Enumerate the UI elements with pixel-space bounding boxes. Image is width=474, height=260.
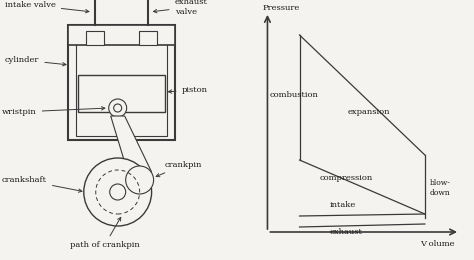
Bar [138, 31, 156, 45]
Text: intake valve: intake valve [5, 1, 89, 13]
Text: wristpin: wristpin [2, 107, 105, 116]
Text: Pressure: Pressure [263, 4, 300, 12]
Text: V olume: V olume [420, 240, 455, 248]
Text: blow-
down: blow- down [430, 179, 451, 197]
Text: expansion: expansion [347, 108, 390, 116]
Circle shape [114, 104, 122, 112]
Bar [68, 25, 174, 140]
Text: intake: intake [329, 201, 356, 209]
Circle shape [109, 184, 126, 200]
Text: exhaust: exhaust [329, 228, 363, 236]
Text: path of crankpin: path of crankpin [70, 217, 140, 249]
Bar [68, 25, 174, 45]
Bar [86, 31, 104, 45]
Circle shape [84, 158, 152, 226]
Bar [78, 75, 164, 112]
Text: crankshaft: crankshaft [2, 176, 82, 192]
Text: piston: piston [168, 86, 208, 94]
Text: exhaust
valve: exhaust valve [154, 0, 208, 16]
Circle shape [126, 166, 154, 194]
Polygon shape [111, 116, 152, 172]
Bar [76, 43, 166, 136]
Text: crankpin: crankpin [156, 161, 202, 177]
Circle shape [109, 99, 127, 117]
Text: combustion: combustion [269, 91, 319, 99]
Text: compression: compression [319, 174, 373, 182]
Text: cylinder: cylinder [5, 56, 66, 66]
